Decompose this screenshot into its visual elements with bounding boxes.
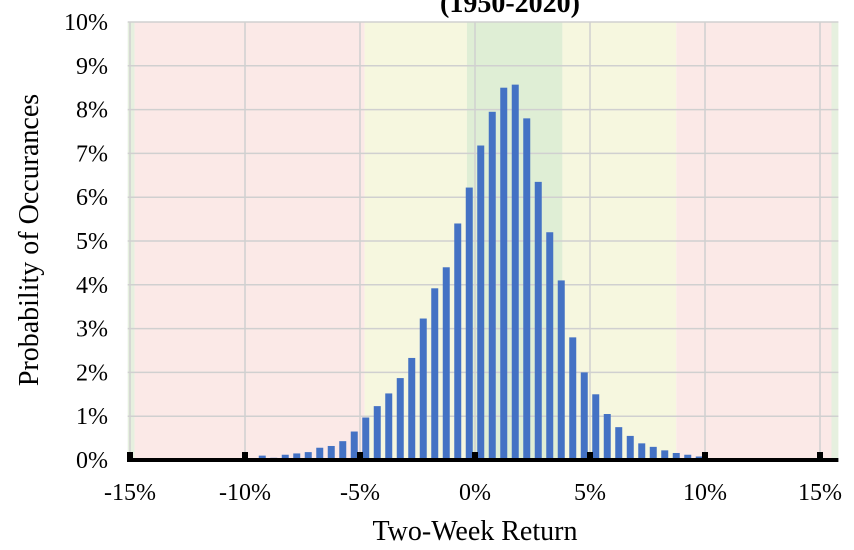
chart-title: (1950-2020) [440,0,580,19]
x-tick-label: -5% [340,480,380,506]
tick-mark [242,452,248,462]
bar [592,394,600,460]
x-tick-label: 5% [574,480,606,506]
y-tick-label: 5% [76,229,108,255]
y-tick-label: 2% [76,360,108,386]
x-axis-label: Two-Week Return [373,516,578,547]
tick-mark [127,452,133,462]
bar [534,181,542,460]
bar [408,357,416,460]
y-axis-label: Probability of Occurances [14,94,45,386]
x-tick-label: 10% [683,480,727,506]
bar [569,337,577,460]
bar [304,452,312,460]
bar [281,454,289,460]
bar [442,267,450,460]
bar [672,452,680,460]
y-tick-label: 4% [76,273,108,299]
axes: 0% 1% 2% 3% 4% 5% 6% 7% 8% 9% 10% -15% -10% -5% 0% 5% 10… [64,10,842,506]
bar [546,232,554,460]
y-tick-label: 7% [76,141,108,167]
bar [557,280,565,460]
bar [362,417,370,460]
x-tick-label: 0% [459,480,491,506]
bar [500,87,508,460]
bar [431,288,439,460]
bar [684,454,692,460]
y-tick-label: 3% [76,317,108,343]
y-tick-label: 0% [76,448,108,474]
bars [258,84,703,461]
tick-mark [472,452,478,462]
bar [465,187,473,460]
bar [649,446,657,460]
bar [523,118,531,461]
x-tick-label: 15% [798,480,842,506]
bar [454,223,462,460]
x-tick-label: -15% [104,480,156,506]
y-tick-label: 6% [76,185,108,211]
bar [293,453,301,460]
y-tick-label: 8% [76,98,108,124]
y-tick-label: 10% [64,10,108,36]
bar [350,431,358,460]
bar [603,414,611,460]
bar [327,445,335,460]
bar [477,145,485,461]
tick-mark [817,452,823,462]
bar [419,318,427,460]
y-tick-label: 1% [76,404,108,430]
bar [316,447,324,460]
bar [626,435,634,460]
bar [661,450,669,460]
bar [580,372,588,460]
tick-mark [357,452,363,462]
bar [385,393,393,460]
bar [615,427,623,460]
x-tick-label: -10% [219,480,271,506]
bar [638,443,646,460]
bar [373,406,381,460]
tick-mark [702,452,708,462]
bar [258,455,266,460]
bar [396,378,404,460]
y-tick-label: 9% [76,54,108,80]
bar [339,441,347,460]
tick-mark [587,452,593,462]
bar [511,84,519,460]
bar [488,111,496,460]
